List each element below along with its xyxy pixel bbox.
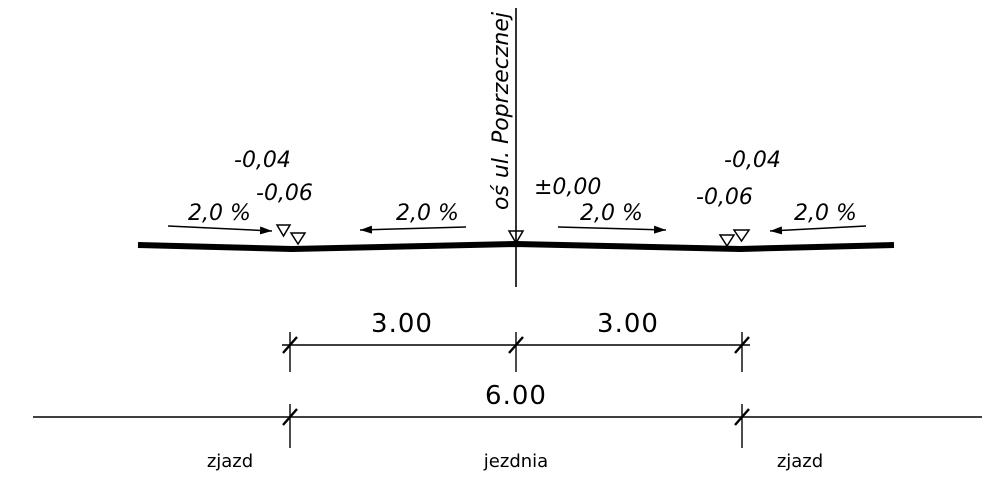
dimension-left-half: 3.00 <box>371 309 433 339</box>
dimension-right-half: 3.00 <box>597 309 659 339</box>
slope-arrow-far-right <box>769 225 867 235</box>
slope-label-inner-right: 2,0 % <box>580 201 643 226</box>
tick-mark-left <box>282 336 298 354</box>
tick-mark-total-right <box>734 408 750 426</box>
elevation-marker-left-lower <box>289 232 307 246</box>
tick-mark-center <box>508 336 524 354</box>
elevation-right-lower: -0,06 <box>696 185 753 210</box>
zone-label-center: jezdnia <box>483 451 548 472</box>
slope-label-inner-left: 2,0 % <box>396 201 459 226</box>
dimension-total: 6.00 <box>485 381 547 411</box>
elevation-marker-left-upper <box>275 224 292 238</box>
slope-label-far-left: 2,0 % <box>188 201 251 226</box>
slope-arrow-far-left <box>167 225 273 235</box>
zone-label-right: zjazd <box>777 451 823 472</box>
elevation-center: ±0,00 <box>534 175 601 200</box>
elevation-marker-right-lower <box>718 234 736 248</box>
axis-label: oś ul. Poprzecznej <box>489 11 514 210</box>
elevation-left-lower: -0,06 <box>256 181 313 206</box>
elevation-right-upper: -0,04 <box>724 148 781 173</box>
tick-mark-right <box>734 336 750 354</box>
slope-arrow-inner-left <box>359 225 467 234</box>
elevation-marker-right-upper <box>732 229 751 243</box>
elevation-left-upper: -0,04 <box>234 148 291 173</box>
slope-arrow-inner-right <box>557 225 667 234</box>
tick-mark-total-left <box>282 408 298 426</box>
slope-label-far-right: 2,0 % <box>794 201 857 226</box>
elevation-marker-center <box>507 230 525 245</box>
zone-label-left: zjazd <box>207 451 253 472</box>
